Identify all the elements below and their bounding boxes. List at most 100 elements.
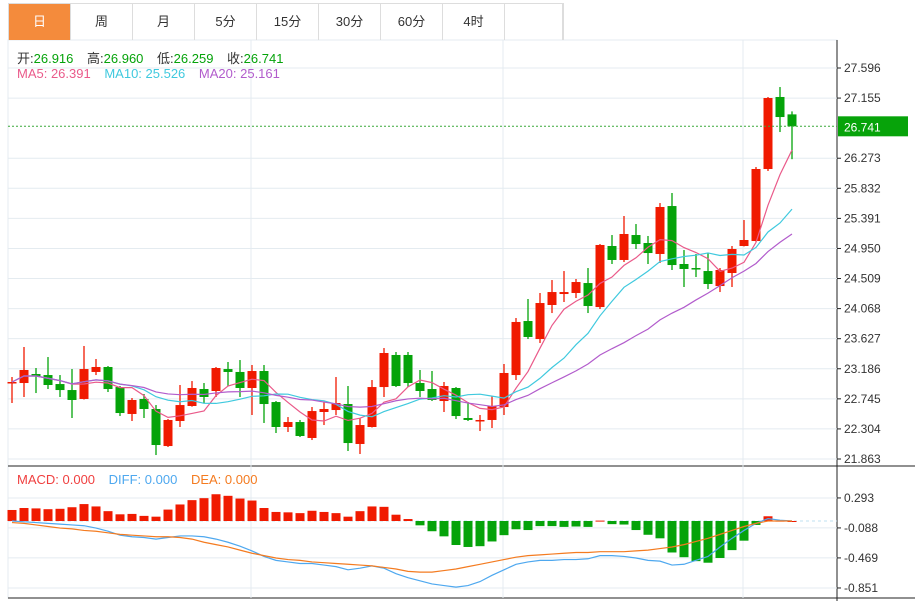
candle — [211, 366, 221, 397]
tab-month[interactable]: 月 — [133, 4, 195, 40]
y-tick-label: 22.745 — [844, 392, 881, 406]
dea-line — [11, 520, 792, 573]
macd-legend-macd: MACD: 0.000 — [17, 472, 96, 487]
candle — [775, 87, 785, 133]
y-tick-label: 25.832 — [844, 181, 881, 195]
candle-body — [499, 372, 509, 408]
current-price-label: 26.741 — [844, 120, 881, 134]
candle-body — [511, 321, 521, 376]
candle — [379, 348, 389, 397]
candle-body — [223, 369, 233, 372]
macd-y-tick-label: 0.293 — [844, 491, 874, 505]
candle-body — [151, 409, 161, 446]
candle-body — [115, 387, 125, 414]
candle — [643, 235, 653, 265]
y-tick-label: 21.863 — [844, 452, 881, 466]
candle-body — [631, 235, 641, 245]
candle — [79, 345, 89, 400]
candle-body — [487, 405, 497, 420]
candle-body — [727, 249, 737, 274]
candle-body — [571, 282, 581, 293]
candle — [259, 365, 269, 423]
tab-5min[interactable]: 5分 — [195, 4, 257, 40]
candle — [655, 203, 665, 263]
candle — [307, 407, 317, 441]
tab-week[interactable]: 周 — [71, 4, 133, 40]
macd-bar — [223, 495, 233, 521]
candle-body — [31, 374, 41, 376]
candle-body — [7, 381, 17, 384]
candle-body — [175, 405, 185, 422]
ma10-legend: MA10: 25.526 — [104, 66, 186, 81]
candle-body — [103, 366, 113, 390]
y-tick-label: 22.304 — [844, 422, 881, 436]
candle — [67, 369, 77, 419]
y-tick-label: 26.273 — [844, 151, 881, 165]
tab-day[interactable]: 日 — [9, 4, 71, 40]
macd-bar — [727, 521, 737, 551]
macd-bar — [331, 513, 341, 521]
candle — [139, 393, 149, 419]
candle — [547, 280, 557, 314]
tab-4hour[interactable]: 4时 — [443, 4, 505, 40]
ohlc-info: 开:26.916 高:26.960 低:26.259 收:26.741 — [17, 48, 293, 67]
candle-body — [271, 402, 281, 428]
macd-bar — [247, 500, 257, 521]
macd-bar — [715, 521, 725, 558]
macd-bar — [271, 511, 281, 521]
candles — [7, 87, 797, 456]
candle — [511, 318, 521, 381]
candle-body — [91, 366, 101, 372]
candle-body — [439, 386, 449, 402]
macd-bar — [439, 521, 449, 537]
macd-bar — [103, 511, 113, 521]
candle-body — [391, 354, 401, 387]
candle — [151, 405, 161, 456]
candle-body — [211, 368, 221, 391]
candle-body — [619, 233, 629, 260]
tab-15min[interactable]: 15分 — [257, 4, 319, 40]
candle-body — [607, 246, 617, 260]
candle — [667, 193, 677, 271]
candle — [355, 418, 365, 455]
ma-legend: MA5: 26.391 MA10: 25.526 MA20: 25.161 — [17, 66, 290, 81]
candle — [427, 371, 437, 402]
candle-body — [355, 425, 365, 444]
candle-body — [127, 399, 137, 414]
candle — [727, 246, 737, 287]
macd-bar — [571, 521, 581, 527]
candle-body — [643, 243, 653, 254]
candle — [559, 271, 569, 302]
high-value: 26.960 — [103, 51, 144, 66]
candle — [763, 96, 773, 171]
candle-body — [679, 264, 689, 269]
y-tick-label: 25.391 — [844, 211, 881, 225]
macd-legend-dea: DEA: 0.000 — [190, 472, 258, 487]
candle — [43, 357, 53, 390]
candle-body — [43, 375, 53, 385]
macd-bar — [667, 521, 677, 553]
candle-body — [55, 384, 65, 391]
candle-body — [139, 398, 149, 409]
macd-legend-diff: DIFF: 0.000 — [108, 472, 178, 487]
candle — [247, 365, 257, 416]
candle-body — [691, 268, 701, 270]
macd-bar — [487, 521, 497, 542]
macd-bar — [379, 506, 389, 521]
candle-body — [523, 321, 533, 337]
ma20-line — [11, 233, 793, 408]
candle — [19, 347, 29, 397]
candle — [331, 377, 341, 416]
macd-bar — [655, 521, 665, 539]
tab-60min[interactable]: 60分 — [381, 4, 443, 40]
tab-30min[interactable]: 30分 — [319, 4, 381, 40]
period-tabs: 日 周 月 5分 15分 30分 60分 4时 — [8, 3, 564, 40]
y-tick-label: 27.596 — [844, 61, 881, 75]
macd-bar — [595, 520, 605, 522]
candle-body — [67, 390, 77, 400]
close-label: 收: — [227, 51, 244, 66]
candle — [175, 384, 185, 428]
macd-bar — [523, 521, 533, 531]
macd-bar — [391, 514, 401, 521]
macd-bar — [307, 510, 317, 521]
